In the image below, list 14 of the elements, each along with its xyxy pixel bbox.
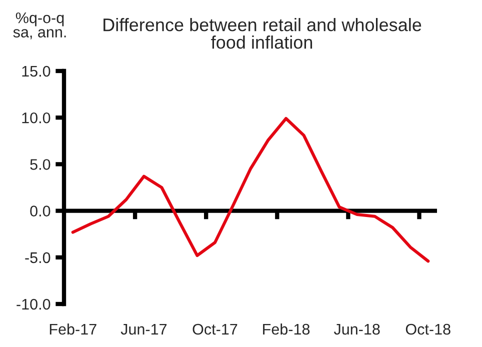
y-tick-label: -10.0 (16, 298, 50, 310)
y-tick-label: 15.0 (22, 66, 50, 77)
y-tick-label: -5.0 (25, 252, 50, 264)
x-tick-label: Jun-18 (334, 324, 380, 335)
x-tick-label: Feb-17 (50, 323, 96, 335)
x-tick-label: Oct-17 (192, 324, 238, 335)
x-tick-label: Feb-18 (263, 323, 310, 335)
y-tick-label: 10.0 (22, 112, 50, 124)
y-tick-label: 5.0 (30, 159, 50, 170)
y-axis-title: %q-o-q sa, ann. (13, 12, 66, 40)
x-tick-label: Jun-17 (120, 324, 167, 335)
chart-title: Difference between retail and wholesale food inflation (104, 18, 422, 49)
y-tick-label: 0.0 (30, 206, 50, 216)
x-tick-label: Oct-18 (406, 324, 450, 335)
